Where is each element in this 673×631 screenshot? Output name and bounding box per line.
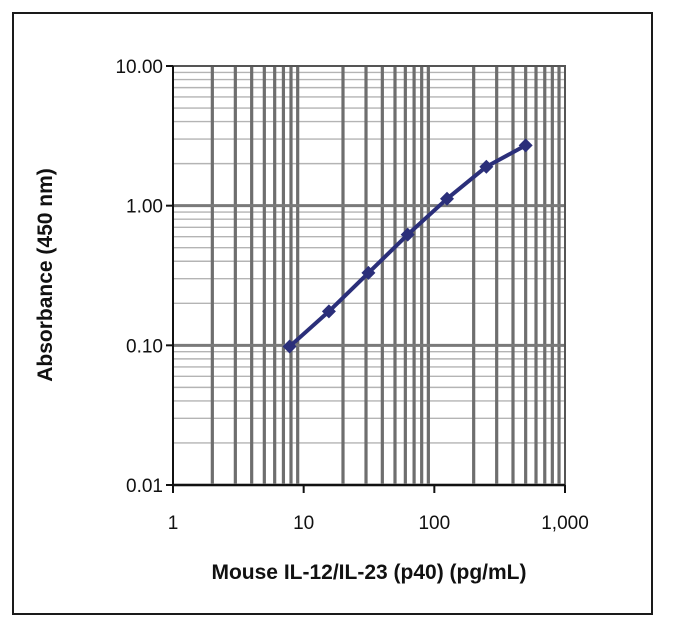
data-point: [361, 265, 376, 280]
y-tick-label: 1.00: [126, 197, 163, 218]
data-point: [518, 138, 533, 153]
y-tick-label: 0.10: [126, 336, 163, 357]
x-axis-title: Mouse IL-12/IL-23 (p40) (pg/mL): [211, 561, 526, 584]
x-tick-label: 1,000: [541, 513, 589, 534]
series-points: [282, 138, 533, 354]
y-tick-label: 10.00: [115, 57, 163, 78]
x-tick-label: 1: [168, 513, 179, 534]
data-point: [479, 159, 494, 174]
axis-ticks: [166, 65, 566, 493]
data-point: [400, 227, 415, 242]
chart-frame: [12, 12, 653, 615]
x-tick-label: 10: [293, 513, 314, 534]
data-point: [282, 339, 297, 354]
y-tick-label: 0.01: [126, 476, 163, 497]
data-point: [321, 304, 336, 319]
y-axis-title: Absorbance (450 nm): [34, 168, 57, 382]
x-tick-label: 100: [418, 513, 450, 534]
data-point: [439, 191, 454, 206]
tick-labels: 0.01 0.10 1.00 10.00 1 10 100 1,000: [115, 57, 588, 534]
